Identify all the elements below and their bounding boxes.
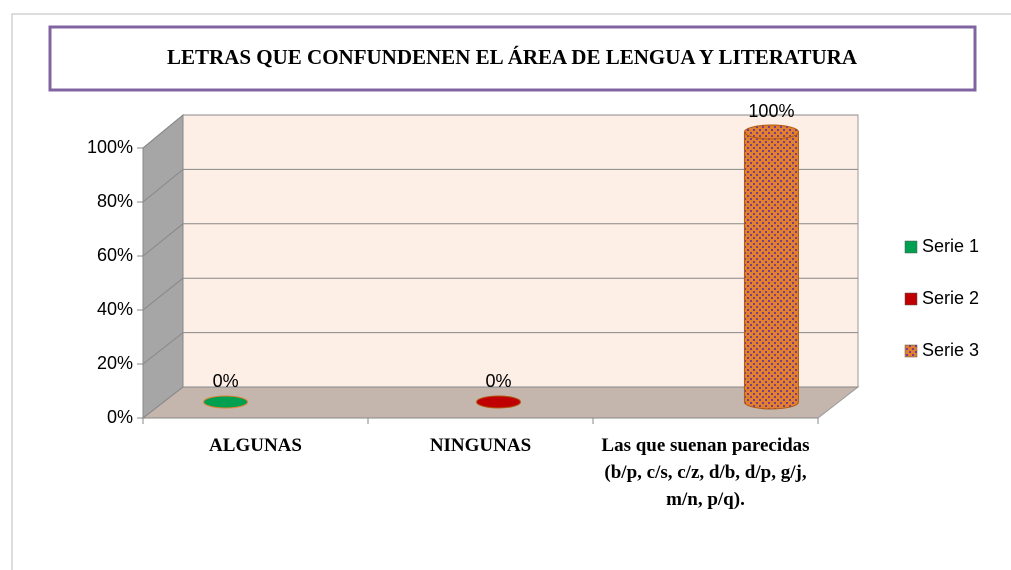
y-tick-label: 20%: [97, 353, 133, 373]
grid-line: [142, 169, 184, 203]
bar-top: [203, 395, 249, 409]
legend-label: Serie 2: [922, 288, 979, 308]
grid-line: [142, 223, 184, 257]
legend-swatch: [904, 344, 918, 358]
legend-swatch: [904, 292, 918, 306]
data-label: 0%: [486, 371, 512, 391]
x-tick-label: ALGUNAS: [209, 435, 302, 456]
legend-label: Serie 1: [922, 236, 979, 256]
y-tick-label: 40%: [97, 299, 133, 319]
side-wall: [142, 113, 184, 420]
bar-body: [743, 131, 799, 410]
y-tick-label: 0%: [107, 407, 133, 427]
grid-line: [142, 114, 184, 149]
grid-line: [142, 386, 184, 419]
x-tick-label: NINGUNAS: [429, 435, 532, 456]
grid-line: [142, 277, 184, 311]
y-tick-label: 100%: [87, 137, 133, 157]
frame: [11, 13, 1011, 570]
y-tick-label: 60%: [97, 245, 133, 265]
data-label: 0%: [213, 371, 239, 391]
data-label: 100%: [748, 101, 794, 121]
legend-swatch: [904, 240, 918, 254]
y-tick-label: 80%: [97, 191, 133, 211]
grid-line: [142, 332, 184, 365]
bar-top: [743, 124, 799, 140]
bar-top: [476, 395, 522, 409]
title-box: [48, 25, 977, 92]
x-tick-label: Las que suenan parecidas (b/p, c/s, c/z,…: [601, 435, 810, 510]
chart-title: LETRAS QUE CONFUNDENEN EL ÁREA DE LENGUA…: [167, 45, 858, 69]
legend-label: Serie 3: [922, 340, 979, 360]
